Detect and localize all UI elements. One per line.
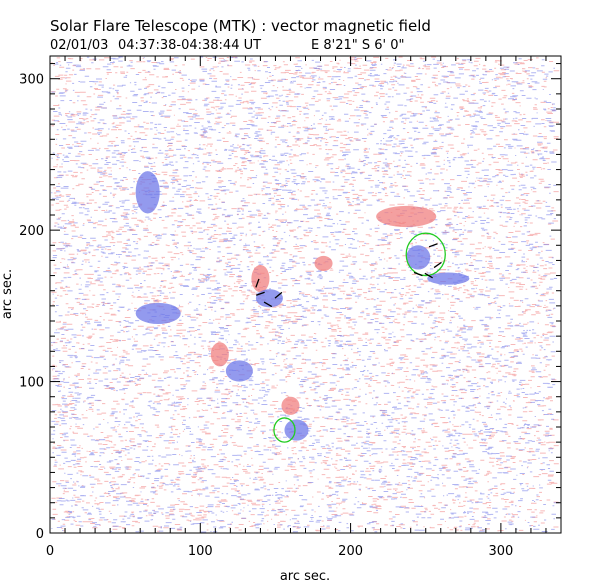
negative-field-noise [51, 56, 559, 533]
y-axis-label: arc sec. [0, 269, 15, 319]
chart-subtitle-time: 04:37:38-04:38:44 UT [118, 38, 261, 53]
chart-title: Solar Flare Telescope (MTK) : vector mag… [50, 17, 431, 35]
positive-field-noise [51, 56, 560, 532]
axis-ticks [49, 56, 562, 534]
positive-polarity-region [281, 396, 300, 415]
negative-polarity-region [284, 419, 309, 441]
y-tick-label: 0 [36, 527, 44, 542]
negative-polarity-region [225, 360, 253, 382]
transverse-vector [433, 261, 442, 269]
negative-polarity-region [406, 245, 431, 270]
polarity-regions [135, 171, 470, 441]
x-tick-label: 100 [188, 544, 213, 559]
positive-polarity-region [314, 255, 333, 272]
green-contour [405, 232, 446, 277]
chart-subtitle-position: E 8'21" S 6' 0" [311, 38, 404, 53]
negative-polarity-region [135, 302, 181, 325]
axis-tick-labels: 0 100 200 300 0 100 200 300 [19, 73, 513, 559]
transverse-vector [263, 301, 273, 308]
x-tick-label: 300 [488, 544, 513, 559]
transverse-vector [428, 243, 438, 248]
transverse-vector [424, 272, 433, 279]
y-tick-label: 300 [19, 73, 44, 88]
x-axis-label: arc sec. [280, 569, 330, 584]
positive-polarity-region [251, 264, 270, 293]
chart-subtitle-date: 02/01/03 [50, 38, 108, 53]
negative-polarity-region [255, 289, 283, 308]
magnetic-field-map [51, 56, 560, 533]
transverse-vector [255, 291, 265, 296]
negative-polarity-region [427, 272, 470, 285]
positive-polarity-region [376, 205, 437, 228]
y-tick-label: 100 [19, 376, 44, 391]
contour-lines [273, 232, 446, 443]
transverse-vectors [255, 243, 442, 308]
y-tick-label: 200 [19, 224, 44, 239]
transverse-vector [413, 271, 423, 277]
transverse-vector [274, 291, 283, 299]
green-contour [273, 417, 296, 443]
x-tick-label: 200 [338, 544, 363, 559]
x-tick-label: 0 [46, 544, 54, 559]
transverse-vector [255, 278, 260, 288]
negative-polarity-region [135, 171, 160, 214]
positive-polarity-region [210, 342, 229, 367]
